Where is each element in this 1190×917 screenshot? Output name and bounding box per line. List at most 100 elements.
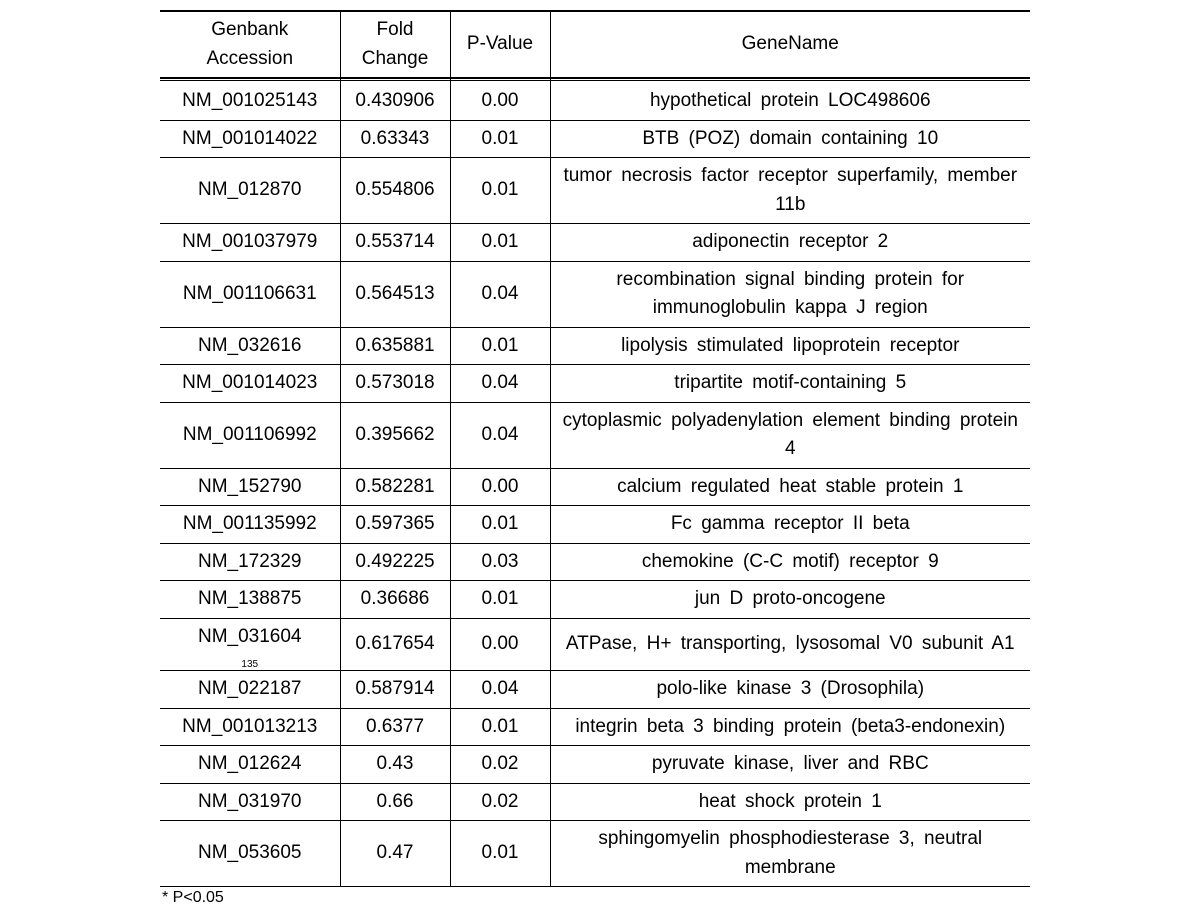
cell-fold: 0.573018	[340, 365, 450, 403]
cell-accession: NM_172329	[160, 543, 340, 581]
cell-accession: NM_001014023	[160, 365, 340, 403]
cell-fold: 0.66	[340, 783, 450, 821]
cell-genename: polo-like kinase 3 (Drosophila)	[550, 671, 1030, 709]
cell-pvalue: 0.01	[450, 120, 550, 158]
cell-genename: tripartite motif-containing 5	[550, 365, 1030, 403]
cell-pvalue: 0.01	[450, 581, 550, 619]
cell-accession: NM_001013213	[160, 708, 340, 746]
cell-fold: 0.492225	[340, 543, 450, 581]
cell-fold: 0.617654	[340, 618, 450, 671]
cell-pvalue: 0.03	[450, 543, 550, 581]
cell-fold: 0.597365	[340, 506, 450, 544]
cell-accession: NM_053605	[160, 821, 340, 887]
cell-fold: 0.36686	[340, 581, 450, 619]
cell-fold: 0.587914	[340, 671, 450, 709]
cell-pvalue: 0.00	[450, 618, 550, 671]
cell-pvalue: 0.01	[450, 708, 550, 746]
table-row: NM_0221870.5879140.04polo-like kinase 3 …	[160, 671, 1030, 709]
header-accession: Genbank Accession	[160, 11, 340, 78]
table-row: NM_0011069920.3956620.04cytoplasmic poly…	[160, 402, 1030, 468]
cell-pvalue: 0.04	[450, 261, 550, 327]
table-row: NM_1723290.4922250.03chemokine (C-C moti…	[160, 543, 1030, 581]
table-row: NM_0010140220.633430.01BTB (POZ) domain …	[160, 120, 1030, 158]
cell-accession: NM_001135992	[160, 506, 340, 544]
table-row: NM_0128700.5548060.01tumor necrosis fact…	[160, 158, 1030, 224]
table-row: NM_0011359920.5973650.01Fc gamma recepto…	[160, 506, 1030, 544]
cell-genename: chemokine (C-C motif) receptor 9	[550, 543, 1030, 581]
cell-fold: 0.553714	[340, 224, 450, 262]
cell-accession: NM_031970	[160, 783, 340, 821]
gene-expression-table: Genbank Accession Fold Change P-Value Ge…	[160, 10, 1030, 887]
cell-genename: Fc gamma receptor II beta	[550, 506, 1030, 544]
cell-accession: NM_031604135	[160, 618, 340, 671]
cell-accession: NM_152790	[160, 468, 340, 506]
table-header-row: Genbank Accession Fold Change P-Value Ge…	[160, 11, 1030, 78]
cell-accession: NM_001014022	[160, 120, 340, 158]
cell-genename: recombination signal binding protein for…	[550, 261, 1030, 327]
cell-accession: NM_001037979	[160, 224, 340, 262]
cell-accession: NM_001106992	[160, 402, 340, 468]
cell-pvalue: 0.04	[450, 402, 550, 468]
table-row: NM_0126240.430.02pyruvate kinase, liver …	[160, 746, 1030, 784]
cell-fold: 0.564513	[340, 261, 450, 327]
cell-pvalue: 0.00	[450, 468, 550, 506]
cell-pvalue: 0.02	[450, 783, 550, 821]
table-row: NM_0011066310.5645130.04recombination si…	[160, 261, 1030, 327]
cell-genename: ATPase, H+ transporting, lysosomal V0 su…	[550, 618, 1030, 671]
cell-accession: NM_032616	[160, 327, 340, 365]
cell-genename: integrin beta 3 binding protein (beta3-e…	[550, 708, 1030, 746]
cell-pvalue: 0.01	[450, 821, 550, 887]
header-genename: GeneName	[550, 11, 1030, 78]
cell-fold: 0.6377	[340, 708, 450, 746]
footnote-text: * P<0.05	[160, 889, 1030, 907]
cell-fold: 0.47	[340, 821, 450, 887]
cell-pvalue: 0.00	[450, 78, 550, 120]
cell-fold: 0.395662	[340, 402, 450, 468]
table-row: NM_0316041350.6176540.00ATPase, H+ trans…	[160, 618, 1030, 671]
gene-table-container: Genbank Accession Fold Change P-Value Ge…	[0, 0, 1190, 917]
cell-accession: NM_001025143	[160, 78, 340, 120]
cell-genename: adiponectin receptor 2	[550, 224, 1030, 262]
cell-fold: 0.635881	[340, 327, 450, 365]
cell-fold: 0.63343	[340, 120, 450, 158]
table-body: NM_0010251430.4309060.00hypothetical pro…	[160, 78, 1030, 887]
cell-pvalue: 0.01	[450, 327, 550, 365]
cell-genename: pyruvate kinase, liver and RBC	[550, 746, 1030, 784]
cell-genename: BTB (POZ) domain containing 10	[550, 120, 1030, 158]
header-pvalue: P-Value	[450, 11, 550, 78]
cell-accession: NM_012870	[160, 158, 340, 224]
table-row: NM_0010251430.4309060.00hypothetical pro…	[160, 78, 1030, 120]
cell-accession: NM_138875	[160, 581, 340, 619]
cell-accession: NM_001106631	[160, 261, 340, 327]
cell-accession: NM_022187	[160, 671, 340, 709]
cell-fold: 0.554806	[340, 158, 450, 224]
cell-accession: NM_012624	[160, 746, 340, 784]
table-row: NM_0326160.6358810.01lipolysis stimulate…	[160, 327, 1030, 365]
table-row: NM_1388750.366860.01jun D proto-oncogene	[160, 581, 1030, 619]
cell-pvalue: 0.02	[450, 746, 550, 784]
cell-fold: 0.43	[340, 746, 450, 784]
cell-pvalue: 0.04	[450, 365, 550, 403]
table-row: NM_0010140230.5730180.04tripartite motif…	[160, 365, 1030, 403]
table-row: NM_0010379790.5537140.01adiponectin rece…	[160, 224, 1030, 262]
header-fold: Fold Change	[340, 11, 450, 78]
cell-genename: jun D proto-oncogene	[550, 581, 1030, 619]
cell-genename: heat shock protein 1	[550, 783, 1030, 821]
table-row: NM_1527900.5822810.00calcium regulated h…	[160, 468, 1030, 506]
cell-fold: 0.430906	[340, 78, 450, 120]
cell-fold: 0.582281	[340, 468, 450, 506]
cell-genename: sphingomyelin phosphodiesterase 3, neutr…	[550, 821, 1030, 887]
page-number: 135	[168, 657, 332, 672]
cell-genename: lipolysis stimulated lipoprotein recepto…	[550, 327, 1030, 365]
table-row: NM_0319700.660.02heat shock protein 1	[160, 783, 1030, 821]
cell-genename: calcium regulated heat stable protein 1	[550, 468, 1030, 506]
cell-pvalue: 0.01	[450, 506, 550, 544]
cell-pvalue: 0.04	[450, 671, 550, 709]
cell-genename: hypothetical protein LOC498606	[550, 78, 1030, 120]
table-row: NM_0010132130.63770.01integrin beta 3 bi…	[160, 708, 1030, 746]
cell-pvalue: 0.01	[450, 224, 550, 262]
cell-pvalue: 0.01	[450, 158, 550, 224]
cell-genename: tumor necrosis factor receptor superfami…	[550, 158, 1030, 224]
cell-genename: cytoplasmic polyadenylation element bind…	[550, 402, 1030, 468]
table-row: NM_0536050.470.01sphingomyelin phosphodi…	[160, 821, 1030, 887]
